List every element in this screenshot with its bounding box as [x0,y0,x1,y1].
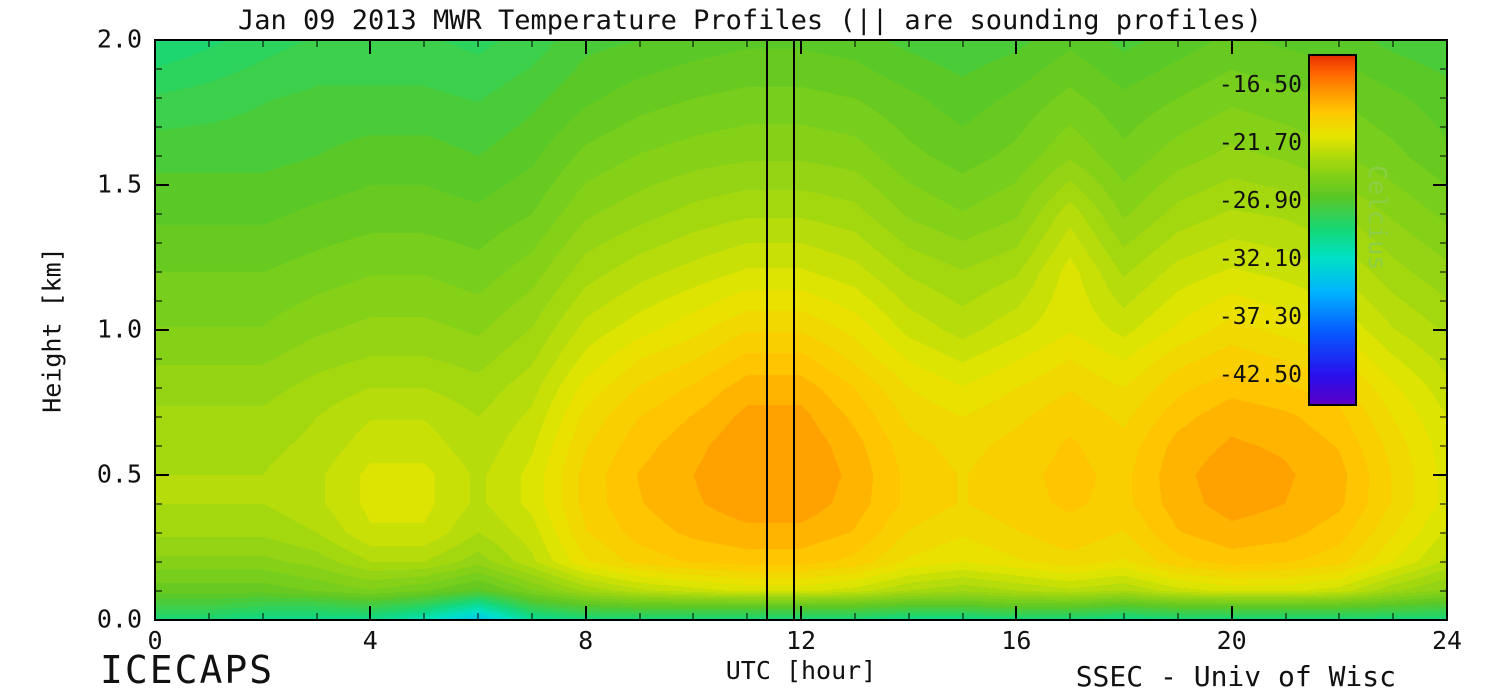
temperature-heatmap-canvas [155,40,1447,620]
x-tick-label: 24 [1431,626,1463,655]
y-axis-title: Height [km] [37,247,67,413]
project-name-label: ICECAPS [100,648,275,692]
colorbar-tick-label: -21.70 [1218,130,1302,156]
y-tick-label: 0.5 [96,459,142,489]
x-tick-label: 16 [1001,626,1032,655]
credit-label: SSEC - Univ of Wisc [1075,660,1396,693]
x-tick-label: 4 [362,626,378,655]
colorbar-tick-label: -37.30 [1218,304,1302,330]
x-tick-label: 8 [578,626,594,655]
y-tick-label: 0.0 [96,604,142,634]
sounding-line [793,40,795,620]
colorbar [1308,54,1357,406]
x-tick-label: 12 [785,626,817,655]
colorbar-gradient-canvas [1310,56,1355,404]
colorbar-tick-label: -32.10 [1218,246,1302,272]
y-tick-label: 1.0 [96,314,142,344]
sounding-line [766,40,768,620]
y-tick-label: 1.5 [96,169,142,199]
x-tick-label: 0 [147,626,163,655]
colorbar-title: Celcius [1363,165,1392,271]
colorbar-tick-label: -16.50 [1218,72,1302,98]
colorbar-tick-label: -26.90 [1218,188,1302,214]
y-tick-label: 2.0 [96,24,142,54]
chart-title: Jan 09 2013 MWR Temperature Profiles (||… [237,5,1263,36]
x-axis-title: UTC [hour] [725,656,877,685]
x-tick-label: 20 [1216,626,1247,655]
colorbar-tick-label: -42.50 [1218,362,1302,388]
